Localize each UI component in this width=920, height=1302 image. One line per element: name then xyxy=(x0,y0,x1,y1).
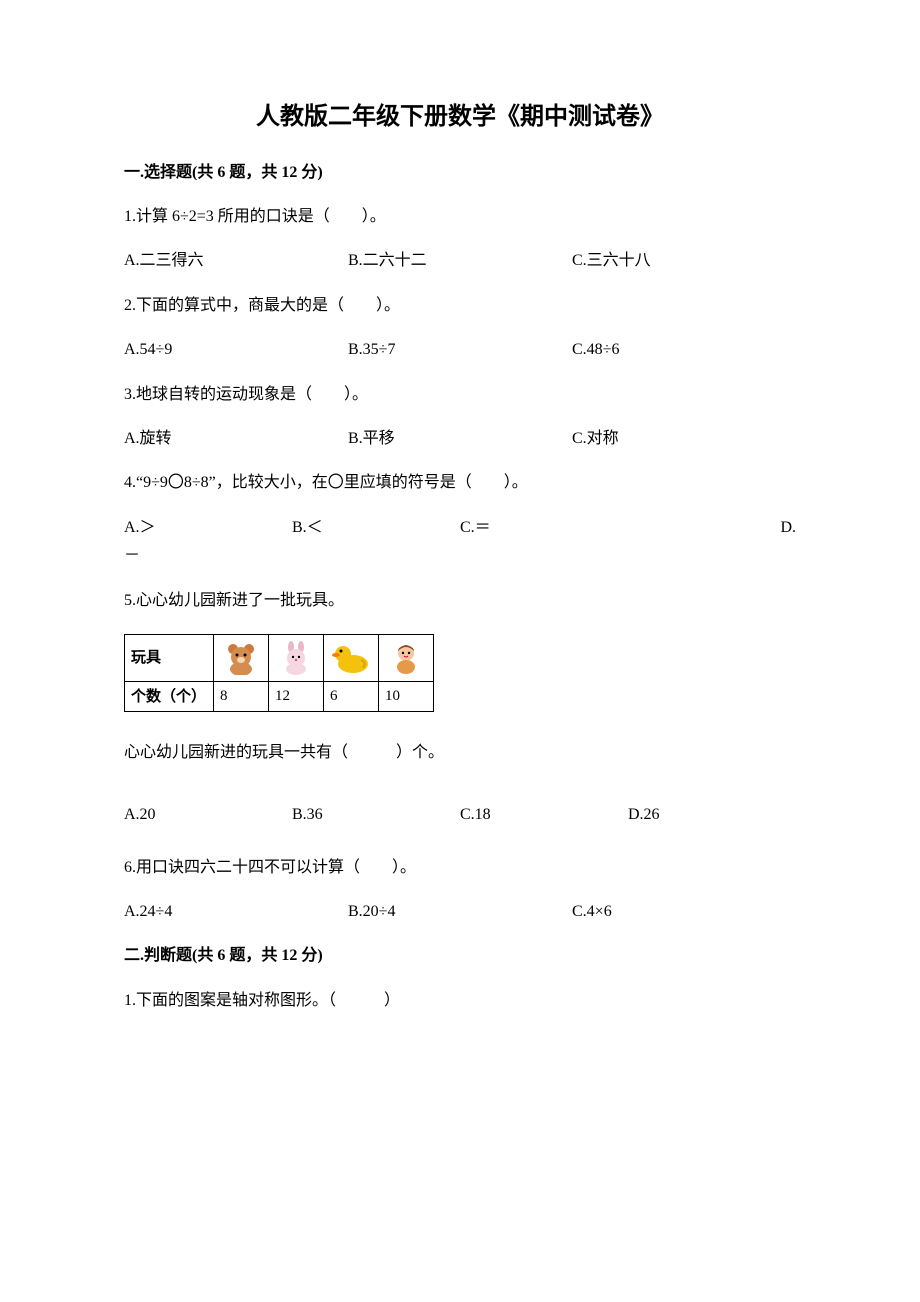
q6-opt-c: C.4×6 xyxy=(572,901,796,923)
section2-header: 二.判断题(共 6 题，共 12 分) xyxy=(124,945,796,967)
q4-opt-d-cont: － xyxy=(124,545,796,567)
q6-opt-b: B.20÷4 xyxy=(348,901,572,923)
q5-opt-d: D.26 xyxy=(628,804,796,826)
q1-opt-b: B.二六十二 xyxy=(348,250,572,272)
section1-header: 一.选择题(共 6 题，共 12 分) xyxy=(124,162,796,184)
q6-text: 6.用口诀四六二十四不可以计算（ ）。 xyxy=(124,857,796,879)
doll-icon xyxy=(389,641,423,675)
count-cell: 6 xyxy=(324,681,379,711)
toy-table: 玩具 xyxy=(124,634,434,712)
q4-opt-d: D. xyxy=(628,517,796,539)
q2-opt-a: A.54÷9 xyxy=(124,339,348,361)
q2-opt-c: C.48÷6 xyxy=(572,339,796,361)
q4-options: A.＞ B.＜ C.＝ D. xyxy=(124,517,796,539)
duck-icon xyxy=(331,642,371,674)
count-cell: 10 xyxy=(379,681,434,711)
table-row: 玩具 xyxy=(125,634,434,681)
toy-cell-rabbit xyxy=(269,634,324,681)
rabbit-icon xyxy=(279,641,313,675)
q1-opt-a: A.二三得六 xyxy=(124,250,348,272)
row2-label: 个数（个） xyxy=(125,681,214,711)
q3-text: 3.地球自转的运动现象是（ ）。 xyxy=(124,384,796,406)
q3-opt-a: A.旋转 xyxy=(124,428,348,450)
q5-text1: 5.心心幼儿园新进了一批玩具。 xyxy=(124,590,796,612)
q1-options: A.二三得六 B.二六十二 C.三六十八 xyxy=(124,250,796,272)
toy-cell-duck xyxy=(324,634,379,681)
q5-text2: 心心幼儿园新进的玩具一共有（ ）个。 xyxy=(124,742,796,764)
q4-opt-a: A.＞ xyxy=(124,517,292,539)
q5-opt-a: A.20 xyxy=(124,804,292,826)
q2-text: 2.下面的算式中，商最大的是（ ）。 xyxy=(124,295,796,317)
q3-opt-b: B.平移 xyxy=(348,428,572,450)
table-row: 个数（个） 8 12 6 10 xyxy=(125,681,434,711)
count-cell: 12 xyxy=(269,681,324,711)
page-title: 人教版二年级下册数学《期中测试卷》 xyxy=(124,100,796,134)
bear-icon xyxy=(224,641,258,675)
q6-options: A.24÷4 B.20÷4 C.4×6 xyxy=(124,901,796,923)
count-cell: 8 xyxy=(214,681,269,711)
s2-q1-text: 1.下面的图案是轴对称图形。（ ） xyxy=(124,990,796,1012)
q4-text: 4.“9÷9〇8÷8”，比较大小，在〇里应填的符号是（ ）。 xyxy=(124,472,796,494)
q1-opt-c: C.三六十八 xyxy=(572,250,796,272)
q1-text: 1.计算 6÷2=3 所用的口诀是（ ）。 xyxy=(124,206,796,228)
q3-opt-c: C.对称 xyxy=(572,428,796,450)
q4-opt-c: C.＝ xyxy=(460,517,628,539)
q2-options: A.54÷9 B.35÷7 C.48÷6 xyxy=(124,339,796,361)
q3-options: A.旋转 B.平移 C.对称 xyxy=(124,428,796,450)
row1-label: 玩具 xyxy=(125,634,214,681)
q2-opt-b: B.35÷7 xyxy=(348,339,572,361)
q5-opt-c: C.18 xyxy=(460,804,628,826)
q4-opt-b: B.＜ xyxy=(292,517,460,539)
q5-options: A.20 B.36 C.18 D.26 xyxy=(124,804,796,826)
q5-opt-b: B.36 xyxy=(292,804,460,826)
toy-cell-bear xyxy=(214,634,269,681)
q6-opt-a: A.24÷4 xyxy=(124,901,348,923)
toy-cell-doll xyxy=(379,634,434,681)
